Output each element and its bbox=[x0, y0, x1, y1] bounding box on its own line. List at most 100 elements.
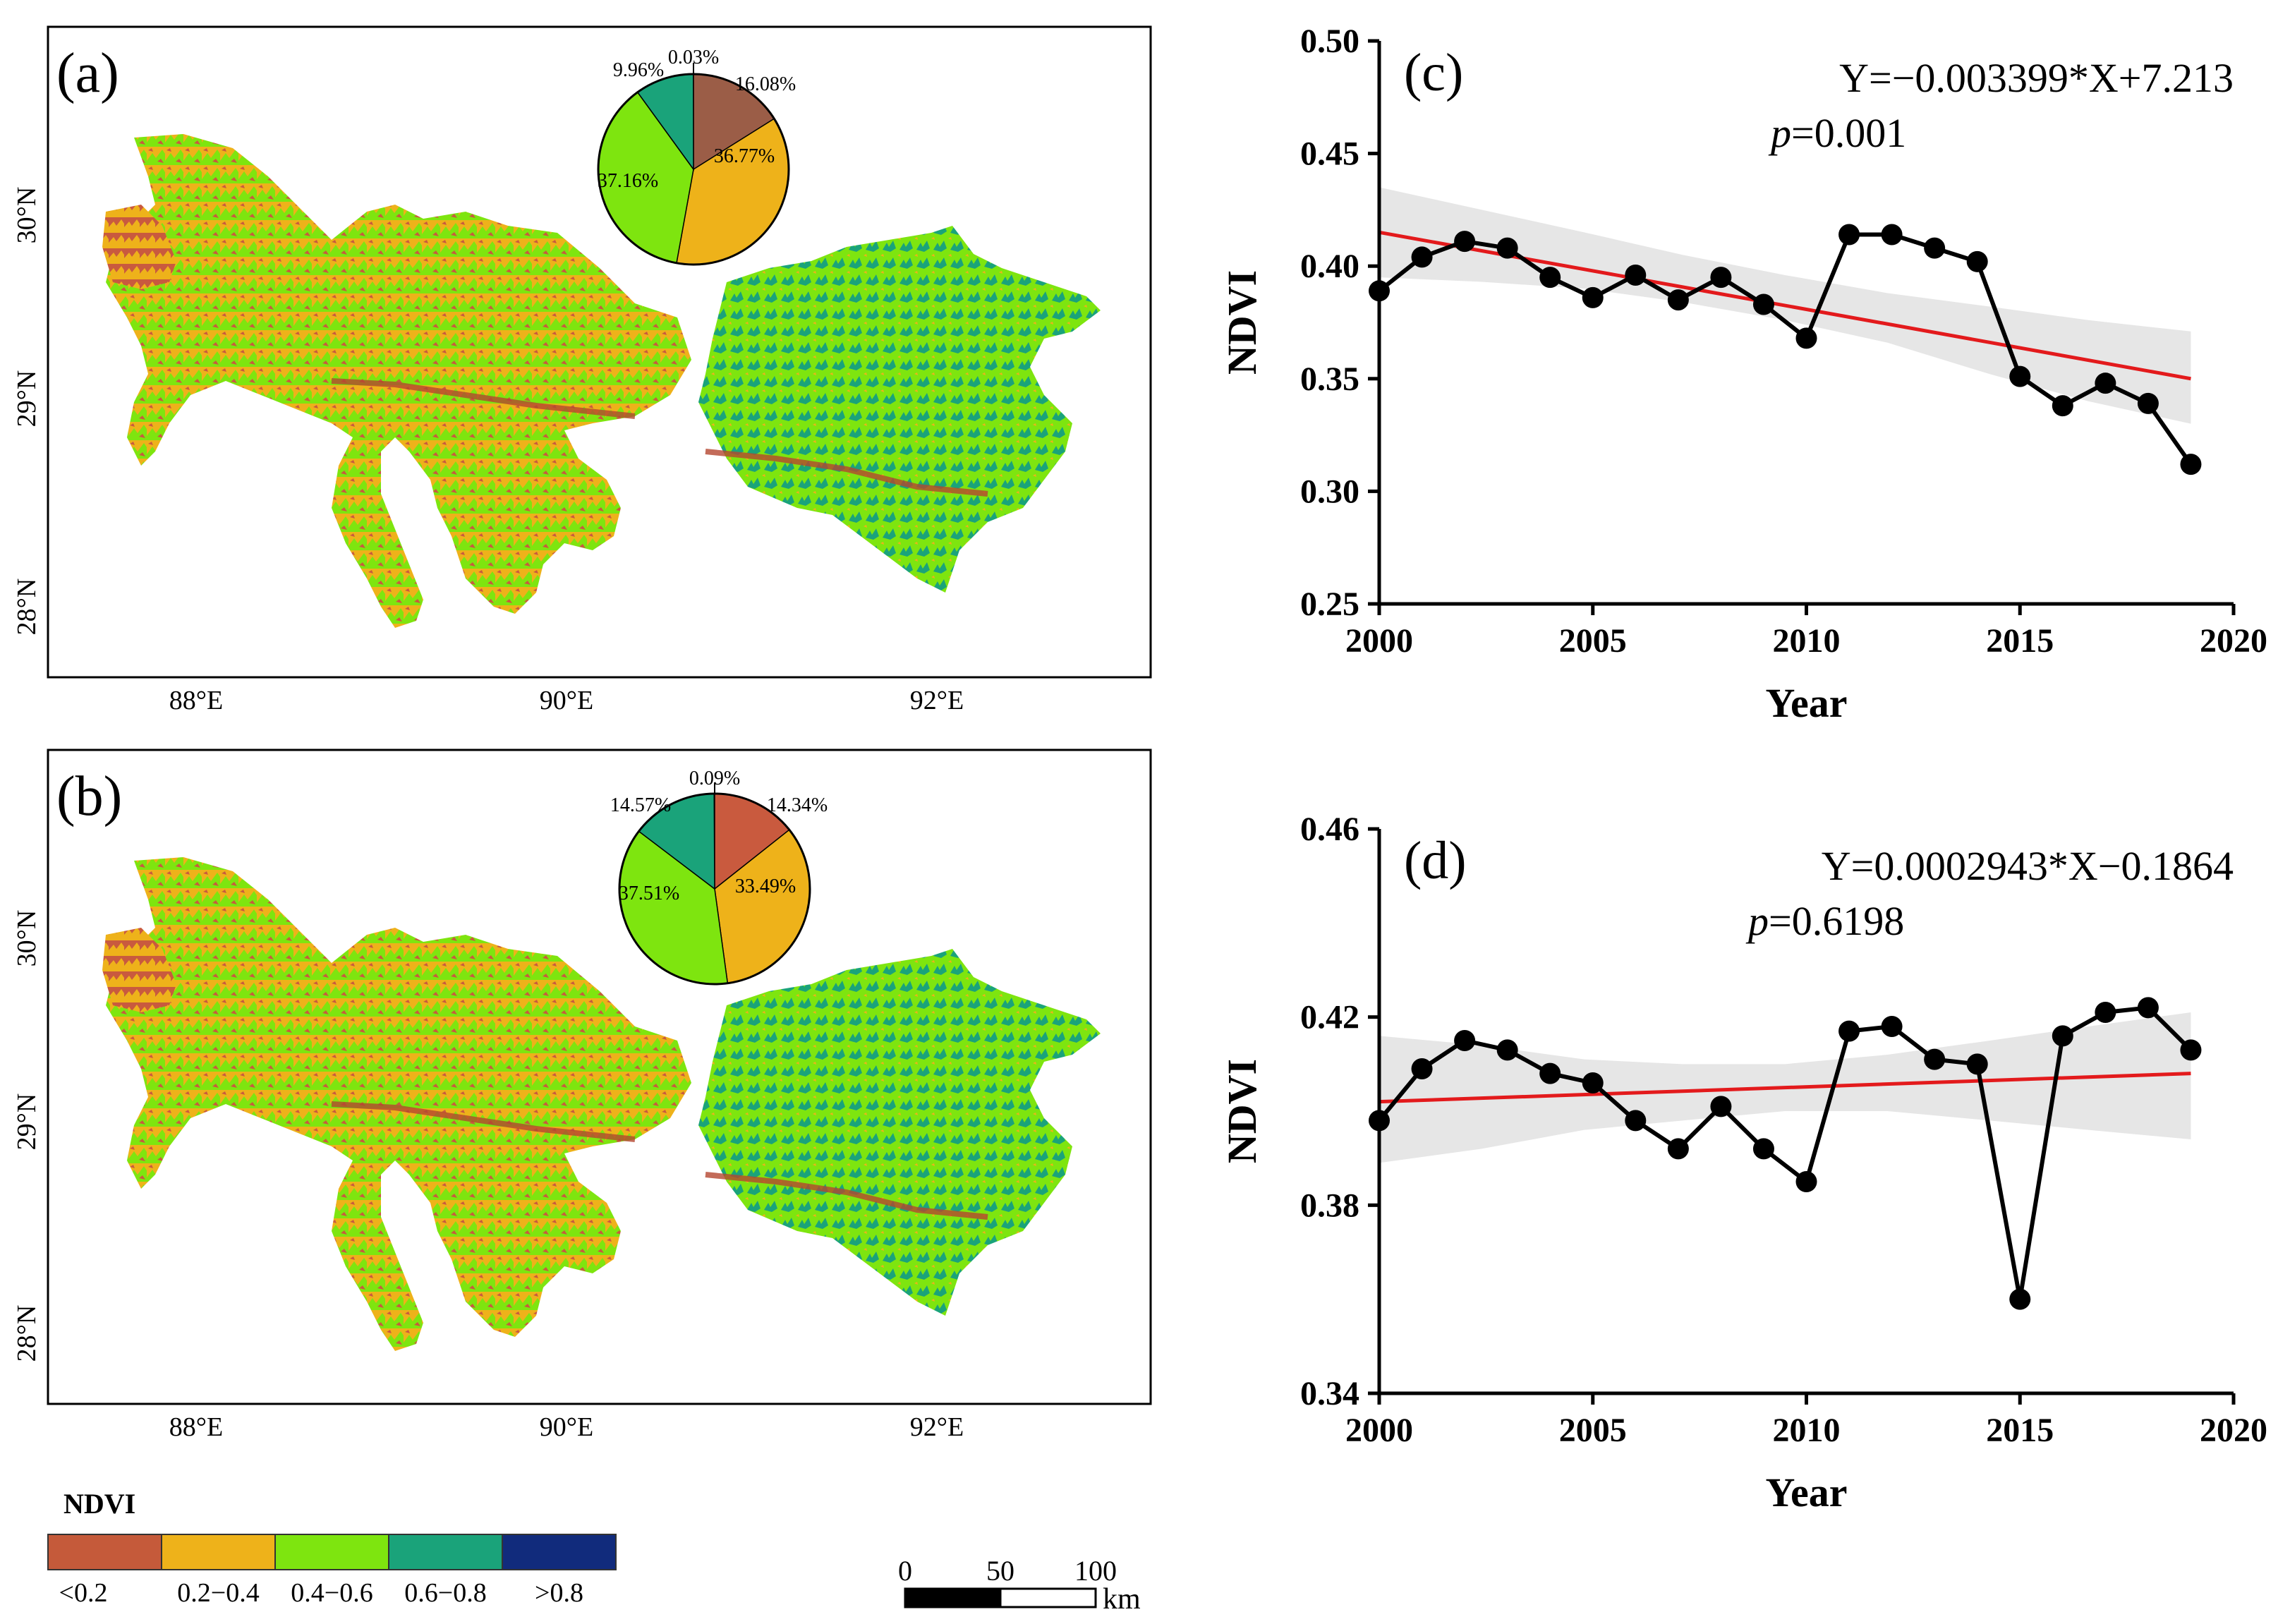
study-region-west-a bbox=[106, 134, 691, 628]
x-tick-label: 2000 bbox=[1345, 622, 1413, 660]
scale-tick-label: 0 bbox=[898, 1555, 912, 1587]
ndvi-data-point bbox=[1966, 1053, 1988, 1075]
lat-tick-label: 30°N bbox=[12, 187, 42, 244]
y-tick-label: 0.40 bbox=[1300, 248, 1359, 285]
scale-tick-label: 100 bbox=[1074, 1555, 1117, 1587]
study-region-west-edge-b bbox=[102, 928, 176, 1012]
ndvi-data-point bbox=[1752, 293, 1774, 315]
lat-tick-label: 29°N bbox=[12, 1093, 42, 1151]
y-tick-label: 0.46 bbox=[1300, 811, 1359, 848]
x-ticks-a: 88°E 90°E 92°E bbox=[169, 686, 964, 715]
ndvi-data-point bbox=[2095, 372, 2116, 394]
river-valley-a bbox=[331, 378, 988, 497]
x-tick-label: 2020 bbox=[2200, 622, 2267, 660]
pie-slice-label: 36.77% bbox=[714, 145, 775, 167]
p-symbol: p bbox=[1768, 110, 1791, 156]
lat-tick-label: 28°N bbox=[12, 578, 42, 636]
p-value: p=0.001 bbox=[1768, 110, 1906, 156]
ndvi-data-point bbox=[2095, 1002, 2116, 1023]
pie-slice-label: 9.96% bbox=[613, 59, 664, 81]
x-ticks-b: 88°E 90°E 92°E bbox=[169, 1412, 964, 1442]
ndvi-data-point bbox=[1924, 1048, 1946, 1070]
lat-tick-label: 30°N bbox=[12, 910, 42, 967]
legend-swatch bbox=[388, 1534, 503, 1570]
ndvi-data-point bbox=[1539, 267, 1561, 289]
x-tick-label: 2005 bbox=[1559, 1412, 1627, 1449]
y-axis-title: NDVI bbox=[1219, 270, 1265, 375]
p-symbol: p bbox=[1745, 898, 1769, 944]
y-tick-label: 0.30 bbox=[1300, 473, 1359, 510]
ndvi-data-point bbox=[1454, 231, 1476, 253]
ndvi-data-point bbox=[1924, 237, 1946, 259]
legend-class-label: 0.2−0.4 bbox=[177, 1578, 259, 1608]
y-tick-label: 0.42 bbox=[1300, 999, 1359, 1036]
study-region-west-edge-a bbox=[102, 205, 176, 289]
x-axis-title: Year bbox=[1766, 1470, 1848, 1515]
map-panel-a: (a) 88°E 90°E 92°E 30°N 29°N 28°N 16.08%… bbox=[12, 25, 1152, 715]
regression-equation: Y=0.0002943*X−0.1864 bbox=[1822, 843, 2234, 889]
regression-equation: Y=−0.003399*X+7.213 bbox=[1839, 55, 2234, 101]
ndvi-trend-chart-d: 0.34 0.38 0.42 0.46 2000 2005 2010 2015 2020 Year… bbox=[1219, 811, 2267, 1515]
p-value-number: =0.001 bbox=[1791, 110, 1906, 156]
pie-slice-label: 37.51% bbox=[619, 883, 679, 904]
y-tick-label: 0.38 bbox=[1300, 1187, 1359, 1224]
lon-tick-label: 88°E bbox=[169, 1412, 223, 1442]
x-axis-title: Year bbox=[1766, 680, 1848, 726]
study-region-west-b bbox=[106, 857, 691, 1351]
legend-swatch bbox=[161, 1534, 276, 1570]
ndvi-data-point bbox=[1752, 1138, 1774, 1160]
pie-chart-b: 14.34% 33.49% 37.51% 14.57% 0.09% bbox=[610, 768, 828, 986]
scale-unit: km bbox=[1103, 1583, 1141, 1616]
ndvi-data-point bbox=[1496, 1039, 1518, 1061]
pie-slice-label: 14.57% bbox=[610, 794, 671, 816]
y-ticks-b: 30°N 29°N 28°N bbox=[12, 910, 42, 1362]
panel-label: (c) bbox=[1404, 43, 1463, 102]
x-tick-label: 2010 bbox=[1773, 622, 1841, 660]
ndvi-data-point bbox=[2137, 392, 2159, 414]
ndvi-trend-chart-c: 0.25 0.30 0.35 0.40 0.45 0.50 2000 2005 2010 2015… bbox=[1219, 23, 2267, 726]
pie-slice-label: 37.16% bbox=[598, 170, 658, 192]
ndvi-data-point bbox=[2009, 1288, 2031, 1310]
legend-class-label: >0.8 bbox=[535, 1578, 583, 1608]
x-tick-label: 2015 bbox=[1986, 1412, 2054, 1449]
x-tick-label: 2010 bbox=[1773, 1412, 1841, 1449]
ndvi-data-point bbox=[1369, 1110, 1390, 1132]
legend-swatches: <0.2 0.2−0.4 0.4−0.6 0.6−0.8 >0.8 bbox=[47, 1534, 617, 1608]
map-panel-b: (b) 88°E 90°E 92°E 30°N 29°N 28°N 14.34%… bbox=[12, 749, 1152, 1442]
ndvi-data-point bbox=[1881, 224, 1903, 246]
legend-swatch bbox=[502, 1534, 617, 1570]
legend-swatch bbox=[274, 1534, 389, 1570]
ndvi-data-point bbox=[2180, 1039, 2202, 1061]
ndvi-data-point bbox=[1795, 1171, 1817, 1192]
ndvi-data-point bbox=[1838, 1020, 1860, 1042]
ndvi-data-point bbox=[1454, 1030, 1476, 1051]
ndvi-data-point bbox=[1838, 224, 1860, 246]
legend-class-label: <0.2 bbox=[59, 1578, 108, 1608]
lon-tick-label: 92°E bbox=[910, 686, 964, 715]
ndvi-legend: NDVI <0.2 0.2−0.4 0.4−0.6 0.6−0.8 >0.8 bbox=[47, 1488, 617, 1608]
y-axis-title: NDVI bbox=[1219, 1059, 1265, 1163]
scale-segment-light bbox=[999, 1587, 1097, 1608]
scale-tick-label: 50 bbox=[986, 1555, 1014, 1587]
ndvi-data-point bbox=[1539, 1062, 1561, 1084]
ndvi-data-point bbox=[1966, 250, 1988, 272]
pie-chart-a: 16.08% 36.77% 37.16% 9.96%0.03% bbox=[597, 47, 796, 266]
lon-tick-label: 90°E bbox=[540, 686, 593, 715]
ndvi-data-point bbox=[1881, 1016, 1903, 1037]
x-tick-label: 2020 bbox=[2200, 1412, 2267, 1449]
ndvi-data-point bbox=[1710, 1096, 1732, 1117]
ndvi-data-point bbox=[1795, 327, 1817, 349]
lon-tick-label: 92°E bbox=[910, 1412, 964, 1442]
lon-tick-label: 90°E bbox=[540, 1412, 593, 1442]
ndvi-data-point bbox=[2180, 454, 2202, 475]
trend-line bbox=[1379, 230, 2191, 381]
ndvi-data-point bbox=[1625, 264, 1647, 286]
legend-class-label: 0.6−0.8 bbox=[404, 1578, 486, 1608]
lon-tick-label: 88°E bbox=[169, 686, 223, 715]
y-tick-label: 0.45 bbox=[1300, 135, 1359, 173]
pie-slice-label: 33.49% bbox=[735, 875, 796, 897]
panel-label-b: (b) bbox=[56, 765, 122, 828]
ndvi-data-point bbox=[1582, 1072, 1604, 1093]
river-valley-b bbox=[331, 1101, 988, 1220]
